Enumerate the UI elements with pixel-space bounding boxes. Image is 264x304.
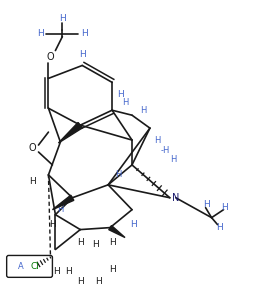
Text: H: H (59, 14, 66, 23)
Text: H: H (77, 238, 84, 247)
Polygon shape (109, 226, 125, 237)
Text: -H: -H (160, 146, 169, 154)
Text: H: H (49, 220, 56, 229)
Text: H: H (140, 106, 146, 115)
Text: Cl: Cl (30, 262, 39, 271)
Polygon shape (58, 123, 82, 143)
Text: H: H (79, 50, 86, 59)
FancyBboxPatch shape (7, 255, 53, 277)
Text: H: H (115, 170, 121, 179)
Text: O: O (29, 143, 36, 153)
Text: H: H (92, 240, 98, 249)
Text: O: O (47, 53, 54, 63)
Text: H: H (57, 205, 64, 214)
Text: H: H (109, 238, 115, 247)
Text: H: H (65, 267, 72, 276)
Text: H: H (37, 29, 44, 38)
Text: H: H (95, 277, 102, 286)
Text: H: H (216, 223, 223, 232)
Text: H: H (122, 98, 128, 107)
Text: H: H (117, 90, 124, 99)
Text: H: H (109, 265, 115, 274)
Text: H: H (29, 177, 36, 186)
Text: N: N (172, 193, 180, 203)
Text: H: H (154, 136, 160, 145)
Text: H: H (203, 200, 210, 209)
Text: H: H (221, 203, 228, 212)
Text: H: H (77, 277, 84, 286)
Polygon shape (53, 195, 74, 210)
Text: A: A (18, 262, 23, 271)
Text: H: H (131, 220, 137, 229)
Text: H: H (171, 155, 177, 164)
Text: H: H (53, 267, 60, 276)
Text: H: H (81, 29, 88, 38)
